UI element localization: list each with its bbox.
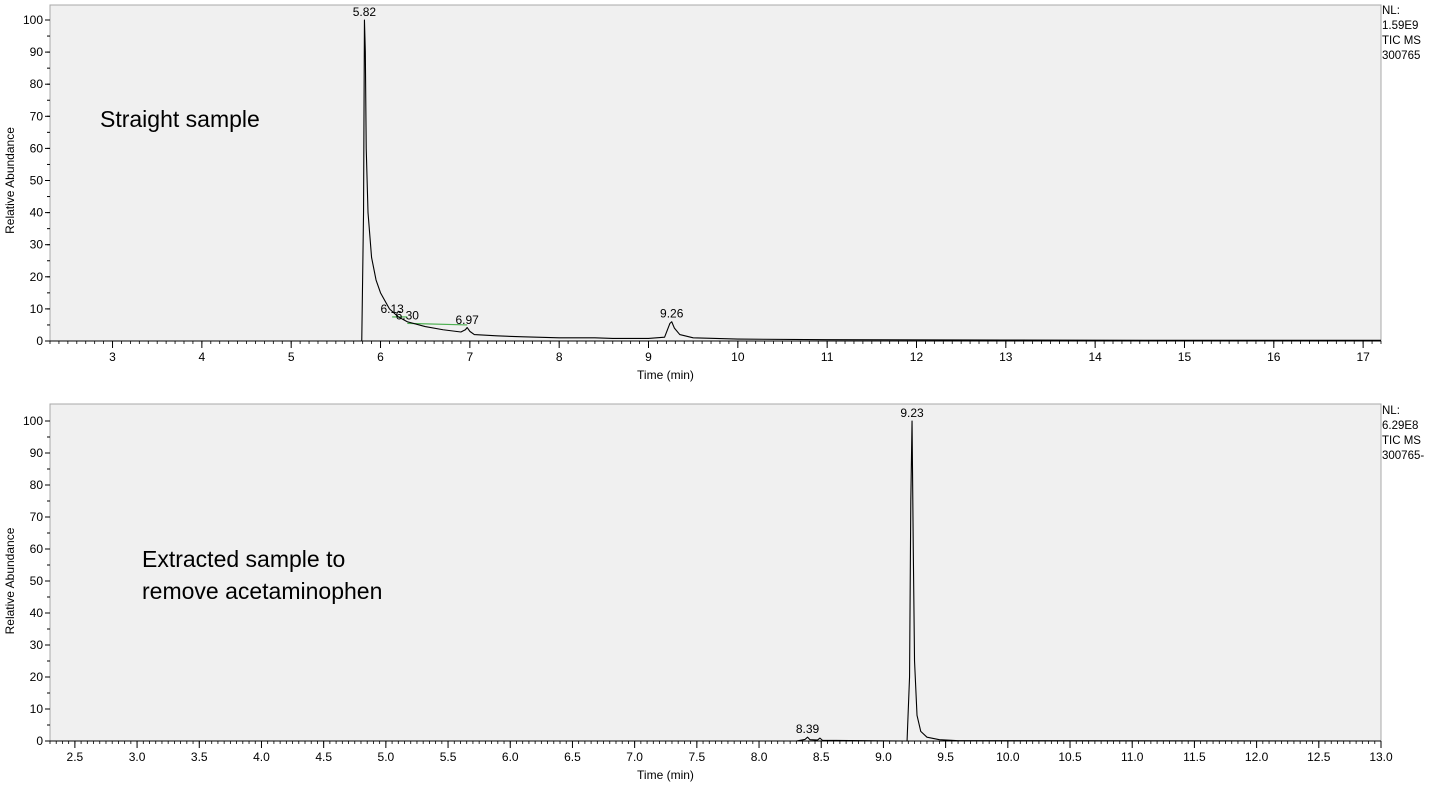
x-tick-label: 7 xyxy=(467,350,474,364)
y-tick-label: 20 xyxy=(30,270,44,284)
plot-area xyxy=(49,403,1382,742)
x-tick-label: 11.0 xyxy=(1121,750,1144,764)
plot-area xyxy=(49,4,1382,342)
y-tick-label: 90 xyxy=(30,45,44,59)
y-tick-label: 90 xyxy=(30,446,44,460)
y-tick-label: 40 xyxy=(30,206,44,220)
x-tick-label: 8.5 xyxy=(813,750,830,764)
sample-annotation: Straight sample xyxy=(100,106,260,132)
y-tick-label: 80 xyxy=(30,478,44,492)
x-tick-label: 5.5 xyxy=(440,750,457,764)
peak-label: 6.13 xyxy=(380,302,404,316)
y-axis-title: Relative Abundance xyxy=(3,527,17,634)
side-note: 300765 xyxy=(1382,50,1420,62)
side-note: NL: xyxy=(1382,405,1400,417)
x-tick-label: 7.5 xyxy=(688,750,705,764)
y-tick-label: 30 xyxy=(30,638,44,652)
x-tick-label: 12.0 xyxy=(1245,750,1269,764)
side-note: 300765- xyxy=(1382,450,1424,462)
x-tick-label: 11.5 xyxy=(1183,750,1206,764)
peak-label: 6.97 xyxy=(455,313,479,327)
x-tick-label: 3 xyxy=(109,350,116,364)
peak-label: 9.23 xyxy=(900,406,924,420)
y-tick-label: 10 xyxy=(30,302,44,316)
y-axis-title: Relative Abundance xyxy=(3,127,17,234)
x-axis-title: Time (min) xyxy=(637,768,694,782)
x-tick-label: 13.0 xyxy=(1369,750,1393,764)
y-tick-label: 100 xyxy=(23,13,43,27)
peak-label: 5.82 xyxy=(353,5,377,19)
y-tick-label: 0 xyxy=(36,734,43,748)
x-tick-label: 16 xyxy=(1267,350,1281,364)
x-tick-label: 3.5 xyxy=(191,750,208,764)
chromatogram-trace xyxy=(50,420,1382,742)
y-tick-label: 40 xyxy=(30,606,44,620)
x-tick-label: 8 xyxy=(556,350,563,364)
x-tick-label: 14 xyxy=(1088,350,1102,364)
x-tick-label: 9.5 xyxy=(937,750,954,764)
peak-label: 9.26 xyxy=(660,307,684,321)
baseline-segment xyxy=(407,322,468,326)
x-tick-label: 4.0 xyxy=(253,750,270,764)
side-note: TIC MS xyxy=(1382,35,1421,47)
y-tick-label: 70 xyxy=(30,109,44,123)
x-tick-label: 9.0 xyxy=(875,750,892,764)
side-note: NL: xyxy=(1382,5,1400,17)
x-tick-label: 4.5 xyxy=(315,750,332,764)
x-tick-label: 6.5 xyxy=(564,750,581,764)
sample-annotation: remove acetaminophen xyxy=(142,578,382,604)
y-tick-label: 20 xyxy=(30,670,44,684)
x-tick-label: 10 xyxy=(731,350,745,364)
side-note: TIC MS xyxy=(1382,435,1421,447)
y-tick-label: 50 xyxy=(30,174,44,188)
x-tick-label: 12 xyxy=(910,350,924,364)
x-tick-label: 8.0 xyxy=(751,750,768,764)
chromatogram-bottom: 0 10 20 30 40 50 60 70 80 90 100 2.5 3.0 3.5 4.0 4.5 5.0… xyxy=(3,403,1424,782)
y-tick-label: 100 xyxy=(23,414,43,428)
peak-label: 6.30 xyxy=(396,308,420,322)
x-tick-label: 13 xyxy=(999,350,1013,364)
chromatogram-top: 0 10 20 30 40 50 60 70 80 90 100 3 4 5 6 7 8 9 10 11 12 13 14 1… xyxy=(3,4,1421,382)
chromatogram-trace xyxy=(50,19,1381,342)
x-tick-label: 10.5 xyxy=(1058,750,1082,764)
x-tick-label: 5 xyxy=(288,350,295,364)
side-note: 1.59E9 xyxy=(1382,20,1418,32)
x-tick-label: 10.0 xyxy=(996,750,1020,764)
x-tick-label: 3.0 xyxy=(129,750,146,764)
y-tick-label: 80 xyxy=(30,77,44,91)
peak-label: 8.39 xyxy=(796,722,820,736)
y-tick-label: 50 xyxy=(30,574,44,588)
x-tick-label: 5.0 xyxy=(378,750,395,764)
x-tick-label: 6.0 xyxy=(502,750,519,764)
x-tick-label: 15 xyxy=(1178,350,1192,364)
y-tick-label: 0 xyxy=(36,334,43,348)
x-tick-label: 4 xyxy=(199,350,206,364)
y-tick-label: 60 xyxy=(30,542,44,556)
sample-annotation: Extracted sample to xyxy=(142,546,345,572)
side-note: 6.29E8 xyxy=(1382,420,1418,432)
x-tick-label: 7.0 xyxy=(626,750,643,764)
y-tick-label: 30 xyxy=(30,238,44,252)
y-tick-label: 10 xyxy=(30,702,44,716)
x-tick-label: 12.5 xyxy=(1307,750,1331,764)
x-tick-label: 9 xyxy=(645,350,652,364)
x-tick-label: 6 xyxy=(377,350,384,364)
x-axis-title: Time (min) xyxy=(637,368,694,382)
y-tick-label: 70 xyxy=(30,510,44,524)
x-tick-label: 2.5 xyxy=(67,750,84,764)
x-tick-label: 11 xyxy=(821,350,834,364)
y-tick-label: 60 xyxy=(30,141,44,155)
x-tick-label: 17 xyxy=(1356,350,1370,364)
